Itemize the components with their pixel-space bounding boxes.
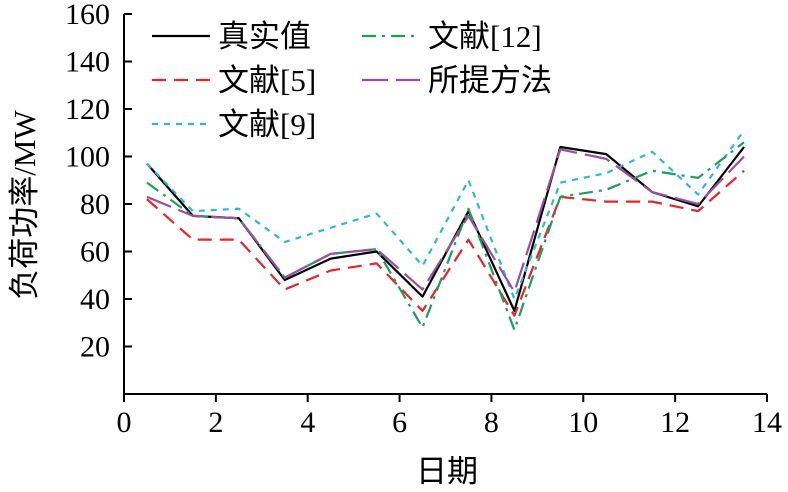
y-tick-label: 120 — [65, 93, 110, 126]
axis-ticks: 0 2 4 6 8 10 12 14 20 40 60 80 100 120 140 160 — [65, 0, 782, 439]
x-tick-label: 2 — [208, 406, 223, 439]
series-line-1 — [146, 169, 745, 317]
y-tick-label: 100 — [65, 141, 110, 174]
x-tick-label: 0 — [117, 406, 132, 439]
y-tick-label: 140 — [65, 46, 110, 79]
y-tick-label: 60 — [80, 236, 110, 269]
x-tick-label: 12 — [660, 406, 690, 439]
x-axis-title: 日期 — [416, 454, 478, 489]
y-tick-label: 80 — [80, 188, 110, 221]
y-tick-label: 20 — [80, 331, 110, 364]
x-tick-label: 6 — [392, 406, 407, 439]
series-line-4 — [146, 148, 745, 293]
series-line-3 — [146, 141, 745, 331]
y-tick-label: 160 — [65, 0, 110, 31]
legend-label-4: 所提方法 — [428, 63, 552, 98]
series-line-2 — [146, 129, 745, 301]
legend-label-0: 真实值 — [218, 19, 311, 54]
legend-label-3: 文献[12] — [428, 19, 542, 54]
x-tick-label: 4 — [300, 406, 315, 439]
legend-label-1: 文献[5] — [218, 63, 316, 98]
legend-label-2: 文献[9] — [218, 107, 316, 142]
x-tick-label: 14 — [752, 406, 782, 439]
series-lines — [146, 129, 745, 331]
y-tick-label: 40 — [80, 283, 110, 316]
x-tick-label: 8 — [484, 406, 499, 439]
x-tick-label: 10 — [568, 406, 598, 439]
y-axis-title: 负荷功率/MW — [7, 110, 42, 300]
